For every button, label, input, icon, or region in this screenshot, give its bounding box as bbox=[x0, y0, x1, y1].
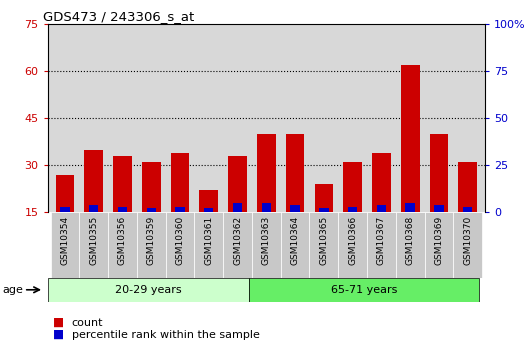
Bar bbox=[281, 212, 310, 278]
Text: 65-71 years: 65-71 years bbox=[331, 285, 398, 295]
Bar bbox=[166, 212, 195, 278]
Bar bbox=[401, 65, 420, 212]
Bar bbox=[396, 212, 425, 278]
Text: GSM10364: GSM10364 bbox=[290, 215, 299, 265]
Bar bbox=[228, 156, 247, 212]
Bar bbox=[463, 207, 472, 212]
Bar bbox=[434, 205, 444, 212]
Text: ■: ■ bbox=[53, 316, 64, 329]
Text: GSM10369: GSM10369 bbox=[435, 215, 444, 265]
Bar bbox=[233, 203, 242, 212]
Bar bbox=[204, 208, 214, 212]
Bar bbox=[290, 205, 300, 212]
Bar bbox=[84, 149, 103, 212]
Text: GSM10361: GSM10361 bbox=[204, 215, 213, 265]
Bar bbox=[223, 212, 252, 278]
Bar bbox=[60, 207, 69, 212]
Text: count: count bbox=[72, 318, 103, 327]
Bar bbox=[118, 207, 127, 212]
Bar bbox=[171, 152, 189, 212]
Bar bbox=[50, 212, 80, 278]
Bar bbox=[343, 162, 362, 212]
Bar bbox=[377, 205, 386, 212]
Bar bbox=[286, 134, 304, 212]
Bar bbox=[113, 156, 132, 212]
Bar bbox=[453, 212, 482, 278]
Text: GSM10359: GSM10359 bbox=[147, 215, 156, 265]
Bar bbox=[142, 162, 161, 212]
Text: GSM10354: GSM10354 bbox=[60, 215, 69, 265]
Bar bbox=[147, 208, 156, 212]
Text: age: age bbox=[3, 285, 23, 295]
Text: GDS473 / 243306_s_at: GDS473 / 243306_s_at bbox=[43, 10, 195, 23]
Bar bbox=[430, 134, 448, 212]
Bar bbox=[56, 175, 74, 212]
Text: GSM10367: GSM10367 bbox=[377, 215, 386, 265]
Text: GSM10368: GSM10368 bbox=[405, 215, 414, 265]
Text: GSM10365: GSM10365 bbox=[320, 215, 329, 265]
Text: percentile rank within the sample: percentile rank within the sample bbox=[72, 330, 259, 339]
Bar bbox=[48, 278, 249, 302]
Bar bbox=[89, 205, 99, 212]
Text: ■: ■ bbox=[53, 328, 64, 341]
Text: GSM10355: GSM10355 bbox=[89, 215, 98, 265]
Text: GSM10362: GSM10362 bbox=[233, 215, 242, 265]
Text: GSM10356: GSM10356 bbox=[118, 215, 127, 265]
Bar bbox=[425, 212, 453, 278]
Text: 20-29 years: 20-29 years bbox=[115, 285, 182, 295]
Bar bbox=[348, 207, 357, 212]
Text: GSM10370: GSM10370 bbox=[463, 215, 472, 265]
Bar bbox=[252, 212, 281, 278]
Bar bbox=[367, 212, 396, 278]
Bar bbox=[195, 212, 223, 278]
Text: GSM10360: GSM10360 bbox=[175, 215, 184, 265]
Bar bbox=[319, 208, 329, 212]
Bar bbox=[405, 203, 415, 212]
Bar bbox=[257, 134, 276, 212]
Text: GSM10363: GSM10363 bbox=[262, 215, 271, 265]
Bar bbox=[458, 162, 477, 212]
Bar bbox=[175, 207, 184, 212]
Bar bbox=[372, 152, 391, 212]
Bar bbox=[199, 190, 218, 212]
Bar bbox=[249, 278, 479, 302]
Bar bbox=[262, 203, 271, 212]
Bar bbox=[310, 212, 338, 278]
Text: GSM10366: GSM10366 bbox=[348, 215, 357, 265]
Bar bbox=[314, 184, 333, 212]
Bar bbox=[80, 212, 108, 278]
Bar bbox=[108, 212, 137, 278]
Bar bbox=[338, 212, 367, 278]
Bar bbox=[137, 212, 166, 278]
